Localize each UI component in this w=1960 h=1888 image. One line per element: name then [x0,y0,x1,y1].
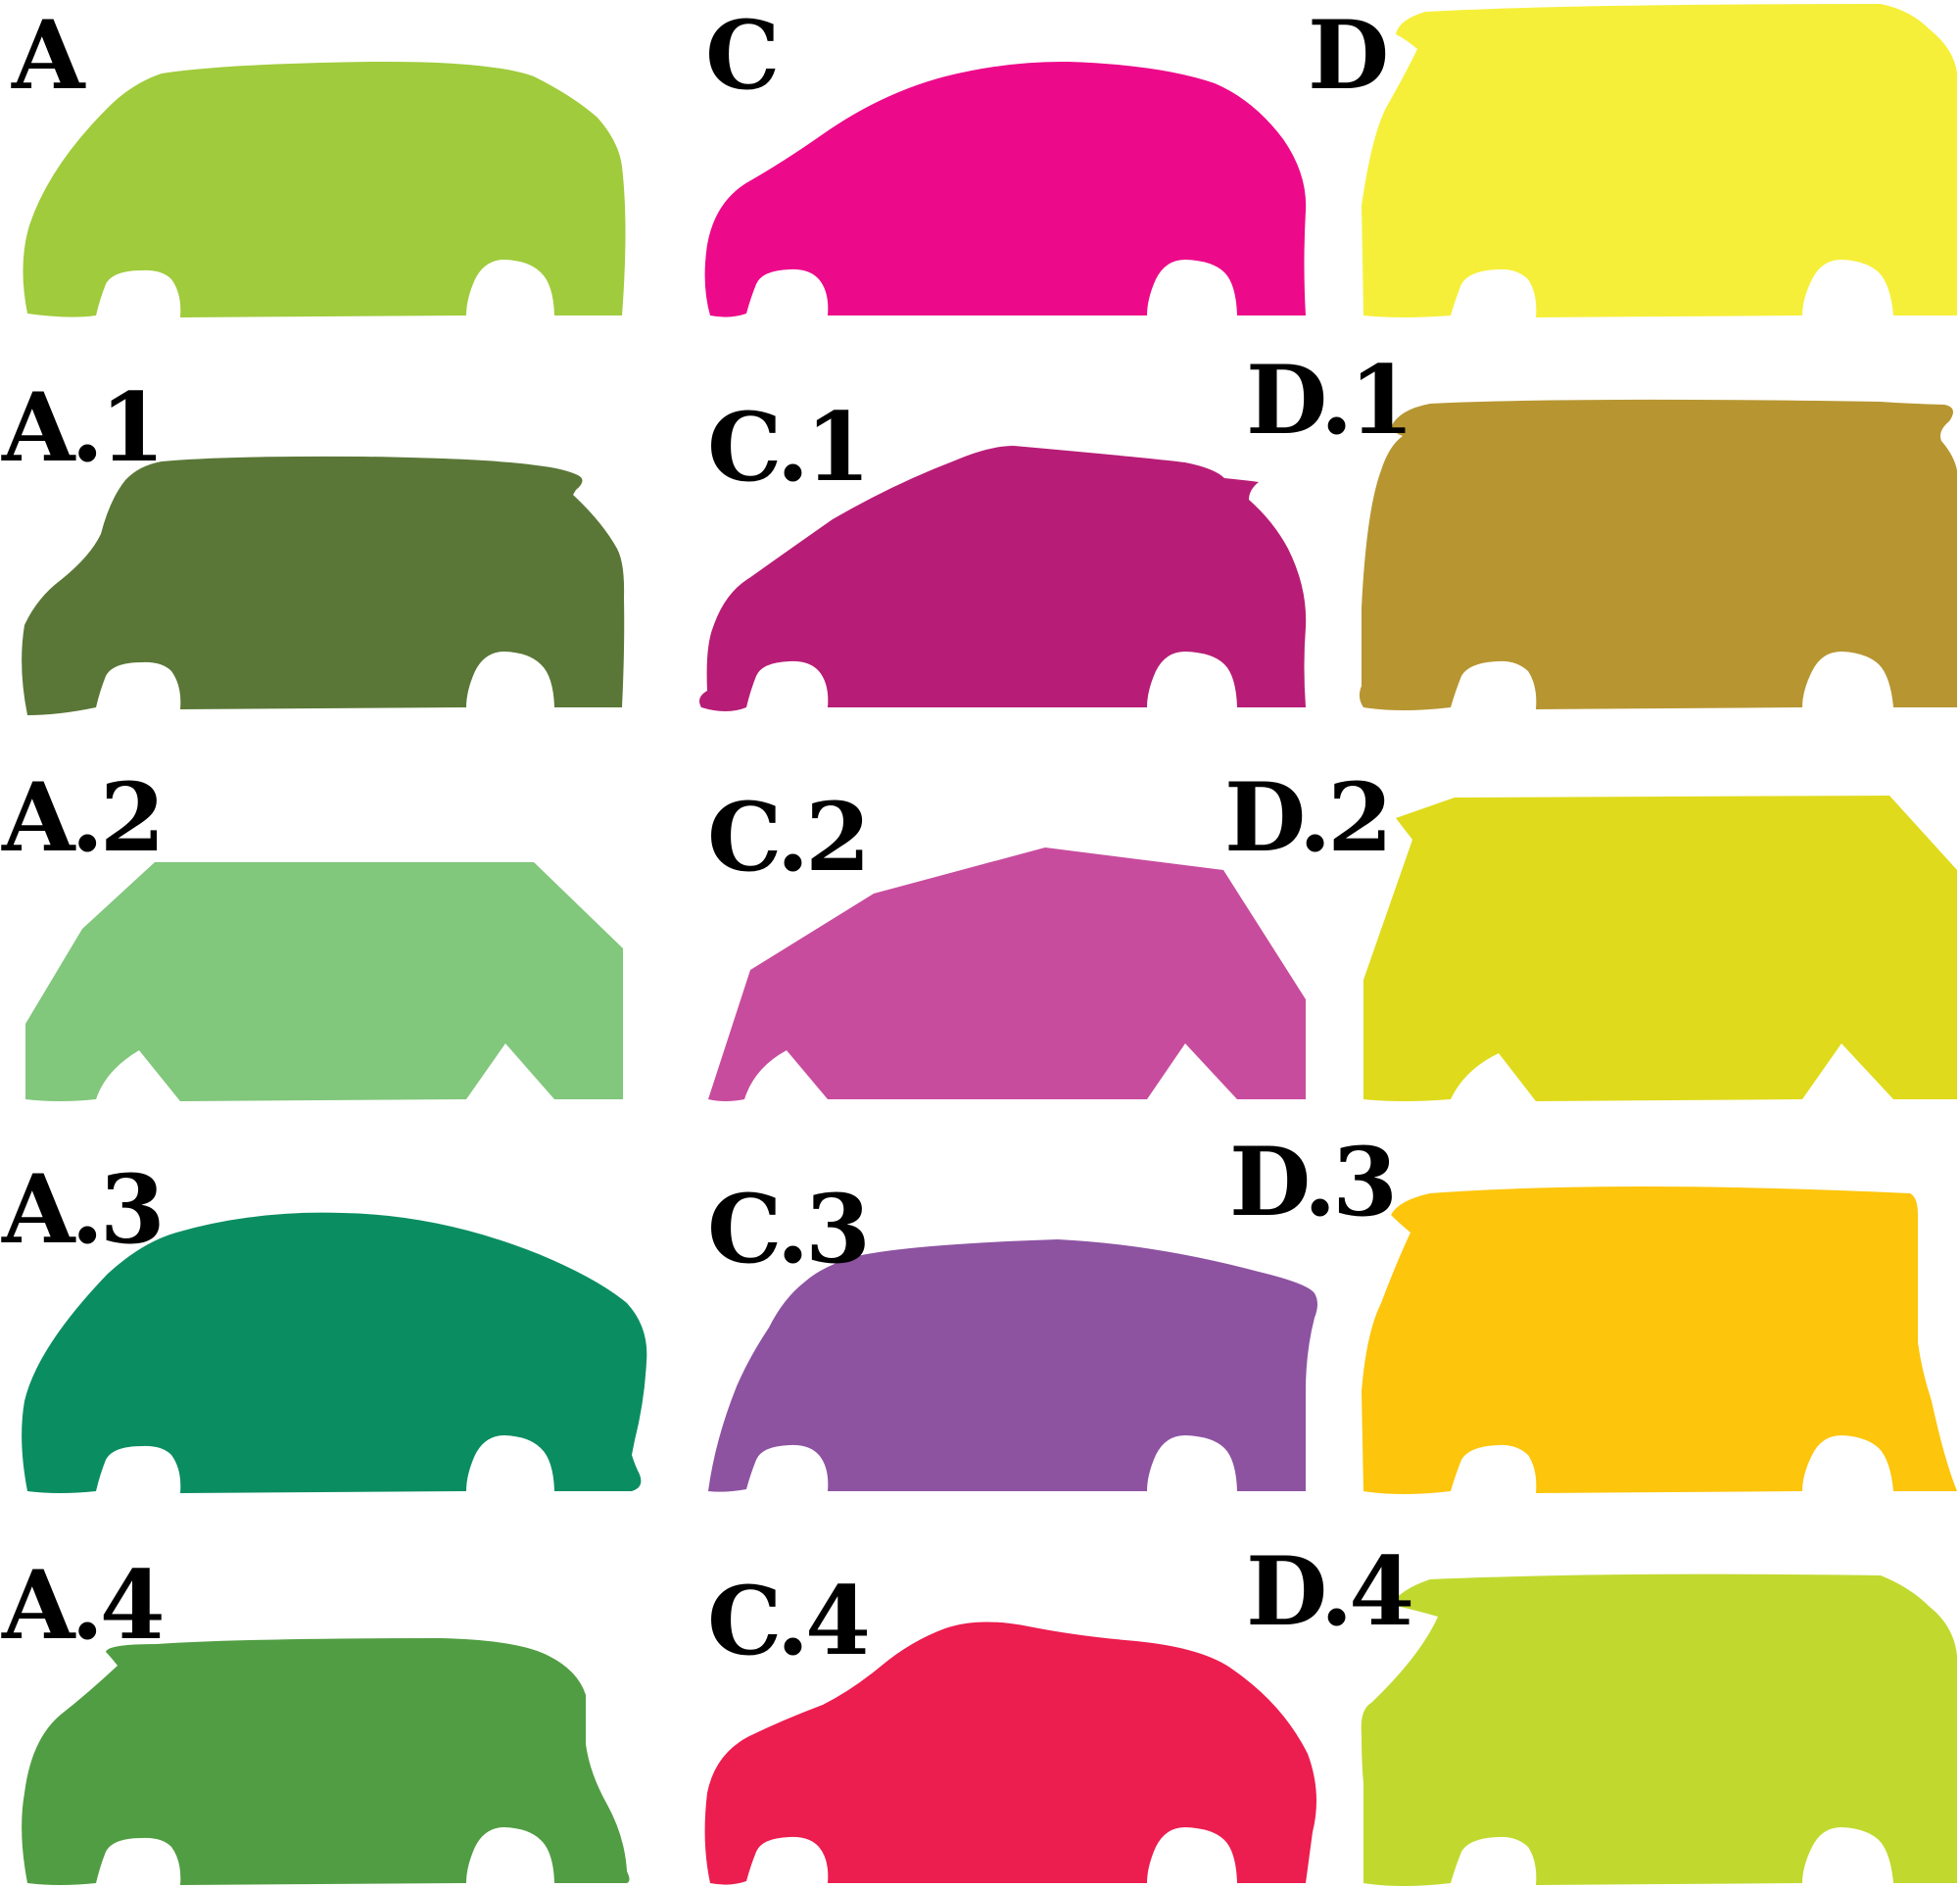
shape-C1-silhouette [699,446,1307,711]
shape-C4-silhouette [704,1622,1316,1885]
shape-A3: A.3 [1,1154,647,1493]
shape-C4: C.4 [704,1566,1316,1885]
shape-A3-silhouette [22,1212,647,1493]
shape-C1-label: C.1 [707,392,867,503]
shape-A1: A.1 [1,372,625,715]
shape-C1: C.1 [699,392,1307,711]
shape-A1-label: A.1 [1,372,162,483]
shape-D2: D.2 [1224,762,1957,1101]
shape-C-label: C [705,0,776,111]
shape-A1-silhouette [22,456,625,715]
shape-A: A [11,0,626,318]
shape-A-label: A [11,0,86,111]
shape-C2: C.2 [707,782,1306,1101]
shape-A2-silhouette [25,862,623,1101]
shape-D2-label: D.2 [1224,762,1389,873]
shape-D4: D.4 [1246,1536,1957,1886]
shape-C2-silhouette [708,847,1306,1101]
shape-D3-label: D.3 [1229,1127,1394,1237]
shape-C2-label: C.2 [707,782,867,893]
shape-D3-silhouette [1362,1186,1957,1494]
shape-C: C [704,0,1307,317]
shape-D2-silhouette [1363,796,1957,1101]
shape-C4-label: C.4 [707,1566,867,1676]
shape-C3-silhouette [708,1239,1317,1492]
shape-D4-label: D.4 [1246,1536,1410,1647]
shape-A4-label: A.4 [1,1550,162,1661]
shape-C3-label: C.3 [707,1174,867,1284]
shape-D3: D.3 [1229,1127,1957,1494]
shape-C-silhouette [704,61,1307,317]
shape-A-silhouette [23,61,626,318]
shape-D4-silhouette [1361,1573,1957,1886]
shape-D1-silhouette [1359,399,1957,710]
shape-D1-label: D.1 [1246,345,1410,456]
shape-D1: D.1 [1246,345,1957,710]
shape-D: D [1308,0,1957,317]
shape-D-silhouette [1362,4,1957,317]
shape-A2-label: A.2 [1,762,162,873]
shape-A3-label: A.3 [1,1154,162,1265]
shape-A4-silhouette [22,1638,630,1885]
shape-C3: C.3 [707,1174,1317,1492]
shape-D-label: D [1308,0,1386,111]
shape-A4: A.4 [1,1550,630,1885]
shape-A2: A.2 [1,762,623,1101]
